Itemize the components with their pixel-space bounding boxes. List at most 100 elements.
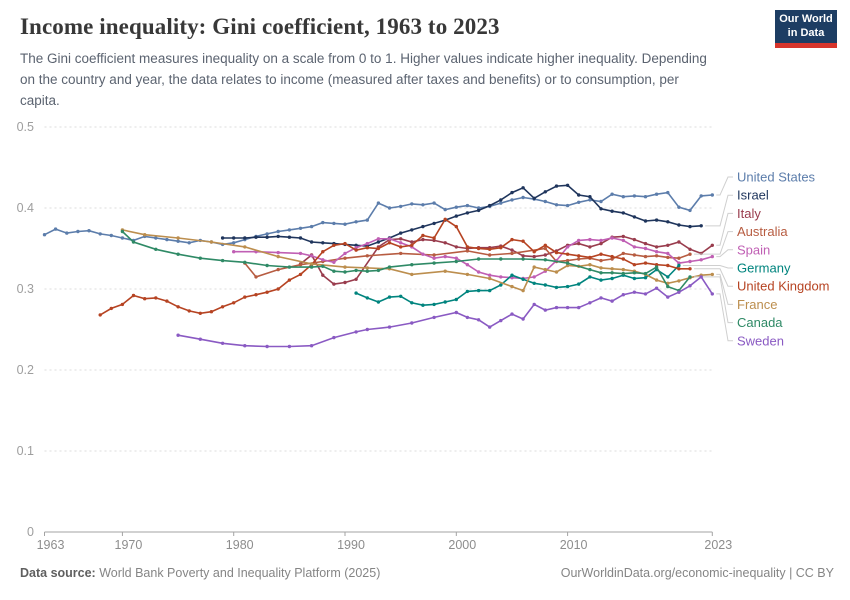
data-point bbox=[677, 240, 681, 244]
data-point bbox=[387, 237, 392, 241]
legend-item-germany[interactable]: Germany bbox=[737, 261, 791, 276]
data-point bbox=[410, 228, 414, 232]
data-point bbox=[309, 240, 314, 244]
data-point bbox=[643, 292, 648, 296]
data-point bbox=[376, 300, 381, 304]
data-point bbox=[688, 208, 692, 213]
data-point bbox=[532, 281, 536, 285]
series-line-sweden[interactable] bbox=[177, 275, 713, 348]
data-point bbox=[488, 276, 492, 281]
data-point bbox=[510, 237, 514, 242]
legend-item-canada[interactable]: Canada bbox=[737, 315, 783, 330]
data-point bbox=[87, 229, 91, 233]
legend-item-france[interactable]: France bbox=[737, 297, 777, 312]
data-point bbox=[354, 330, 358, 334]
legend-item-sweden[interactable]: Sweden bbox=[737, 333, 784, 348]
data-point bbox=[354, 220, 358, 224]
data-point bbox=[232, 301, 236, 305]
data-point bbox=[521, 288, 525, 293]
data-point bbox=[488, 325, 492, 329]
data-point bbox=[643, 241, 648, 246]
data-point bbox=[666, 275, 670, 279]
data-point bbox=[276, 229, 280, 234]
data-point bbox=[710, 254, 714, 259]
data-point bbox=[421, 224, 425, 229]
legend-item-united-states[interactable]: United States bbox=[737, 170, 816, 185]
data-point bbox=[654, 278, 659, 282]
data-point bbox=[554, 305, 559, 310]
data-point bbox=[243, 236, 247, 240]
data-point bbox=[577, 200, 581, 204]
data-source-label: Data source: bbox=[20, 566, 96, 580]
data-point bbox=[243, 295, 247, 299]
data-point bbox=[287, 235, 292, 239]
data-point bbox=[365, 296, 369, 300]
y-tick-label: 0.1 bbox=[17, 444, 34, 458]
legend-connector bbox=[694, 268, 733, 287]
owid-logo[interactable]: Our World in Data bbox=[775, 10, 837, 48]
data-point bbox=[565, 245, 570, 249]
series-line-israel[interactable] bbox=[222, 184, 702, 247]
data-point bbox=[332, 243, 336, 247]
data-point bbox=[632, 215, 637, 219]
data-point bbox=[688, 252, 692, 256]
data-point bbox=[454, 214, 458, 218]
data-point bbox=[543, 267, 547, 272]
owid-license-link[interactable]: OurWorldinData.org/economic-inequality |… bbox=[560, 566, 834, 580]
data-point bbox=[499, 198, 503, 202]
data-point bbox=[565, 252, 570, 256]
legend-item-australia[interactable]: Australia bbox=[737, 224, 788, 239]
data-point bbox=[376, 240, 381, 244]
data-point bbox=[654, 192, 659, 196]
data-point bbox=[410, 263, 414, 267]
data-point bbox=[53, 227, 58, 231]
series-line-germany[interactable] bbox=[355, 264, 680, 307]
data-point bbox=[265, 344, 269, 349]
data-point bbox=[599, 258, 603, 263]
data-point bbox=[554, 184, 559, 188]
data-point bbox=[332, 335, 336, 340]
data-point bbox=[565, 203, 570, 208]
data-point bbox=[309, 254, 314, 258]
data-point bbox=[432, 261, 436, 265]
data-point bbox=[432, 315, 436, 320]
data-point bbox=[220, 258, 225, 263]
data-point bbox=[554, 285, 559, 290]
data-point bbox=[354, 277, 358, 281]
data-point bbox=[387, 265, 392, 269]
data-point bbox=[632, 253, 637, 257]
data-point bbox=[621, 234, 625, 239]
data-point bbox=[343, 280, 347, 285]
legend-item-united-kingdom[interactable]: United Kingdom bbox=[737, 279, 830, 294]
data-point bbox=[621, 257, 625, 261]
data-point bbox=[621, 293, 625, 297]
data-point bbox=[309, 344, 314, 348]
legend-connector bbox=[682, 265, 733, 269]
data-point bbox=[677, 205, 681, 209]
series-line-united-kingdom[interactable] bbox=[99, 218, 690, 316]
data-source: Data source: World Bank Poverty and Ineq… bbox=[20, 566, 380, 580]
data-point bbox=[454, 245, 458, 249]
data-point bbox=[599, 278, 603, 282]
data-point bbox=[499, 283, 503, 287]
data-point bbox=[643, 276, 648, 280]
data-point bbox=[488, 247, 492, 251]
data-point bbox=[599, 252, 603, 256]
data-point bbox=[154, 247, 158, 251]
data-point bbox=[521, 277, 525, 281]
data-point bbox=[543, 253, 547, 257]
legend-item-israel[interactable]: Israel bbox=[737, 188, 769, 203]
data-point bbox=[565, 183, 570, 187]
legend-item-italy[interactable]: Italy bbox=[737, 206, 761, 221]
data-point bbox=[588, 237, 592, 242]
data-point bbox=[287, 344, 292, 349]
data-point bbox=[476, 208, 481, 213]
legend-item-spain[interactable]: Spain bbox=[737, 242, 770, 257]
data-point bbox=[666, 295, 670, 299]
data-point bbox=[565, 284, 570, 289]
data-point bbox=[376, 237, 381, 241]
data-point bbox=[399, 204, 403, 209]
data-point bbox=[276, 234, 280, 239]
data-point bbox=[476, 270, 481, 274]
data-point bbox=[265, 232, 269, 236]
